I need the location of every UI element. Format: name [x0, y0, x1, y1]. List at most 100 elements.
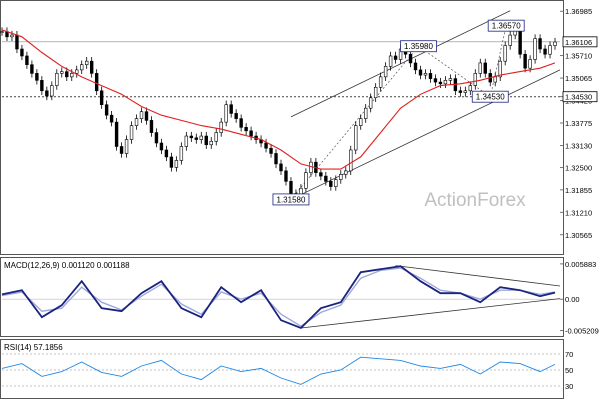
candle-body [224, 104, 228, 123]
candle-body [359, 118, 363, 126]
candle-body [443, 80, 448, 85]
candle-body [349, 149, 353, 172]
rsi-title: RSI(14) 57.1856 [4, 343, 63, 352]
candle-body [354, 125, 358, 151]
macd-tick-label: -0.005209 [565, 326, 599, 335]
candle-body [75, 69, 79, 74]
candle-body [239, 118, 243, 128]
y-tick-label: 1.32500 [565, 163, 592, 172]
candle-body [463, 90, 468, 93]
candle-body [229, 104, 233, 114]
swing-connector [290, 45, 419, 200]
candle-body [289, 181, 293, 194]
candle-body [433, 78, 438, 83]
candle-body [169, 156, 174, 168]
candle-body [548, 45, 552, 55]
candle-body [428, 73, 433, 79]
channel-upper-line [290, 10, 511, 118]
price-badge-label: 1.34530 [565, 93, 592, 102]
candle-body [309, 161, 313, 173]
y-tick-label: 1.30565 [565, 231, 592, 240]
candle-body [179, 146, 184, 161]
price-annotation: 1.35980 [400, 40, 437, 53]
y-tick-label: 1.35065 [565, 74, 592, 83]
candle-body [94, 73, 99, 92]
candle-body [134, 118, 139, 126]
macd-panel: 0.005883 0.00 -0.005209 [1, 260, 599, 335]
candle-body [45, 90, 49, 97]
candle-body [209, 140, 213, 146]
candle-body [458, 90, 463, 93]
candle-body [65, 71, 69, 78]
candle-body [70, 73, 74, 78]
price-panel: 1.31580 1.35980 1.34530 1.36570 1.36985 1.357… [0, 7, 598, 240]
rsi-panel: 70 50 30 [1, 350, 573, 391]
candle-body [104, 104, 109, 116]
candle-body [189, 135, 194, 139]
candle-body [503, 45, 507, 62]
macd-trendline [300, 298, 561, 329]
rsi-line [1, 356, 556, 385]
candle-body [363, 107, 368, 119]
candle-body [25, 55, 29, 65]
swing-connector [489, 25, 507, 97]
candle-body [139, 111, 144, 119]
candle-body [284, 170, 288, 182]
candle-body [15, 34, 19, 50]
candle-body [164, 149, 169, 158]
y-tick-label: 1.33775 [565, 119, 592, 128]
rsi-tick-label: 70 [565, 350, 573, 359]
candle-body [383, 66, 388, 78]
candle-body [114, 121, 119, 147]
candle-body [199, 135, 203, 140]
y-tick-label: 1.33130 [565, 141, 592, 150]
candle-body [324, 175, 328, 182]
candle-body [413, 62, 418, 71]
candle-body [249, 130, 253, 137]
annotation-box [487, 19, 525, 32]
candle-body [154, 132, 159, 144]
candle-body [60, 71, 64, 74]
candle-body [80, 64, 84, 71]
annotation-box [400, 40, 437, 53]
candle-body [84, 60, 89, 65]
candle-body [274, 153, 278, 165]
macd-line [1, 265, 556, 330]
candle-body [184, 135, 189, 147]
candle-body [219, 121, 223, 133]
watermark: ActionForex [424, 190, 526, 211]
price-annotation: 1.34530 [471, 90, 509, 103]
candle-body [378, 76, 383, 88]
candle-body [533, 38, 537, 60]
rsi-tick-label: 30 [565, 382, 573, 391]
macd-signal-line [1, 267, 556, 328]
candle-body [408, 53, 413, 64]
price-badge-box [562, 91, 598, 103]
price-axis-badge: 1.36106 [562, 36, 598, 48]
rsi-tick-label: 50 [565, 366, 573, 375]
annotation-box [471, 90, 509, 103]
candle-body [498, 60, 502, 78]
annotation-label: 1.34530 [476, 93, 505, 102]
macd-tick-label: 0.005883 [565, 260, 596, 269]
price-axis-badge: 1.34530 [562, 91, 598, 103]
macd-tick-label: 0.00 [565, 295, 580, 304]
candle-body [553, 41, 557, 46]
candle-body [10, 34, 14, 38]
annotation-label: 1.31580 [277, 195, 306, 204]
channel-lower-line [290, 69, 561, 200]
candle-body [55, 73, 59, 86]
candle-body [129, 125, 134, 140]
candle-body [264, 142, 268, 149]
y-tick-label: 1.31855 [565, 186, 592, 195]
candle-body [388, 55, 393, 67]
y-tick-label: 1.36985 [565, 7, 592, 16]
candle-body [508, 34, 512, 46]
candle-body [304, 172, 308, 189]
annotation-box [272, 193, 310, 206]
price-annotation: 1.36570 [487, 19, 525, 32]
candle-body [234, 113, 238, 119]
candle-body [50, 85, 54, 97]
annotation-label: 1.35980 [404, 42, 433, 51]
